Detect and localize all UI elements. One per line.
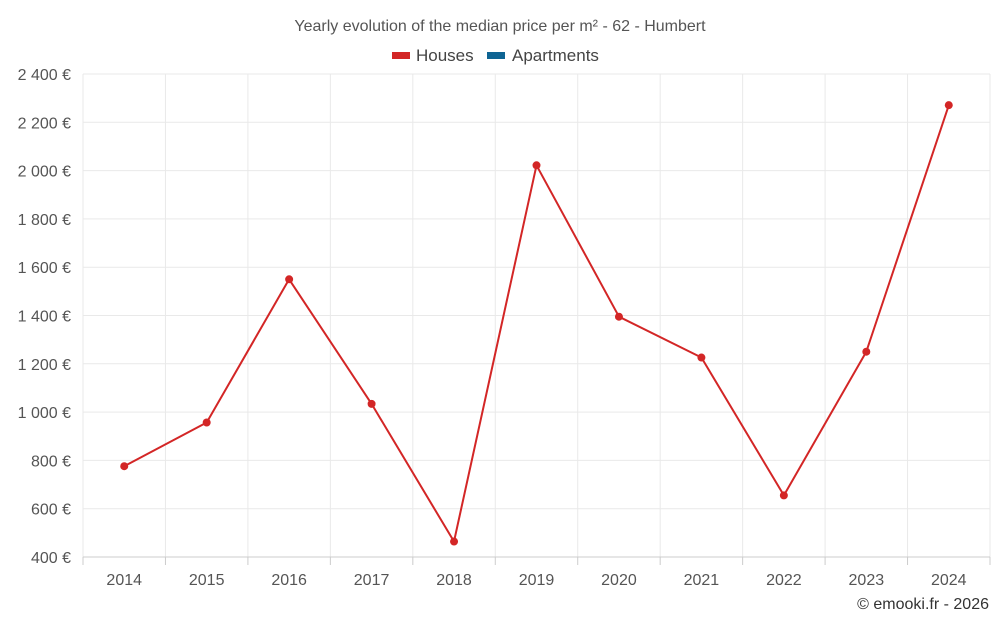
x-tick-label: 2014 [106, 572, 142, 589]
legend-label-houses[interactable]: Houses [416, 46, 474, 65]
x-tick-label: 2018 [436, 572, 472, 589]
x-tick-label: 2017 [354, 572, 390, 589]
y-tick-label: 1 400 € [18, 309, 71, 326]
y-tick-label: 1 200 € [18, 357, 71, 374]
data-point[interactable] [862, 347, 871, 356]
y-axis-ticks: 400 € 600 € 800 € 1 000 € 1 200 € 1 400 € 1 60… [18, 67, 71, 567]
legend-swatch-apartments[interactable] [487, 52, 505, 59]
data-point[interactable] [120, 462, 129, 471]
series-houses [120, 101, 953, 546]
data-point[interactable] [367, 399, 376, 408]
x-tick-label: 2022 [766, 572, 802, 589]
x-tick-label: 2021 [684, 572, 720, 589]
y-gridlines [83, 73, 990, 510]
x-tick-label: 2016 [271, 572, 307, 589]
x-axis-ticks: 2014 2015 2016 2017 2018 2019 2020 2021 2022 2023… [82, 557, 991, 589]
y-tick-label: 400 € [31, 550, 71, 567]
legend: Houses Apartments [392, 46, 599, 65]
data-point[interactable] [944, 101, 953, 110]
y-tick-label: 2 400 € [18, 67, 71, 84]
data-point[interactable] [202, 418, 211, 427]
y-tick-label: 1 000 € [18, 405, 71, 422]
data-point[interactable] [532, 161, 541, 170]
data-point[interactable] [450, 537, 459, 546]
data-point[interactable] [614, 312, 623, 321]
x-tick-label: 2023 [849, 572, 885, 589]
chart-title: Yearly evolution of the median price per… [294, 18, 706, 35]
x-tick-label: 2020 [601, 572, 637, 589]
x-gridlines [82, 74, 991, 557]
legend-label-apartments[interactable]: Apartments [512, 46, 599, 65]
legend-swatch-houses[interactable] [392, 52, 410, 59]
data-point[interactable] [285, 275, 294, 284]
y-tick-label: 800 € [31, 453, 71, 470]
x-tick-label: 2019 [519, 572, 555, 589]
data-point[interactable] [779, 491, 788, 500]
y-tick-label: 1 600 € [18, 260, 71, 277]
data-point[interactable] [697, 353, 706, 362]
credit-text: © emooki.fr - 2026 [857, 596, 989, 613]
y-tick-label: 600 € [31, 502, 71, 519]
y-tick-label: 2 200 € [18, 115, 71, 132]
y-tick-label: 2 000 € [18, 164, 71, 181]
x-tick-label: 2015 [189, 572, 225, 589]
x-tick-label: 2024 [931, 572, 967, 589]
y-tick-label: 1 800 € [18, 212, 71, 229]
